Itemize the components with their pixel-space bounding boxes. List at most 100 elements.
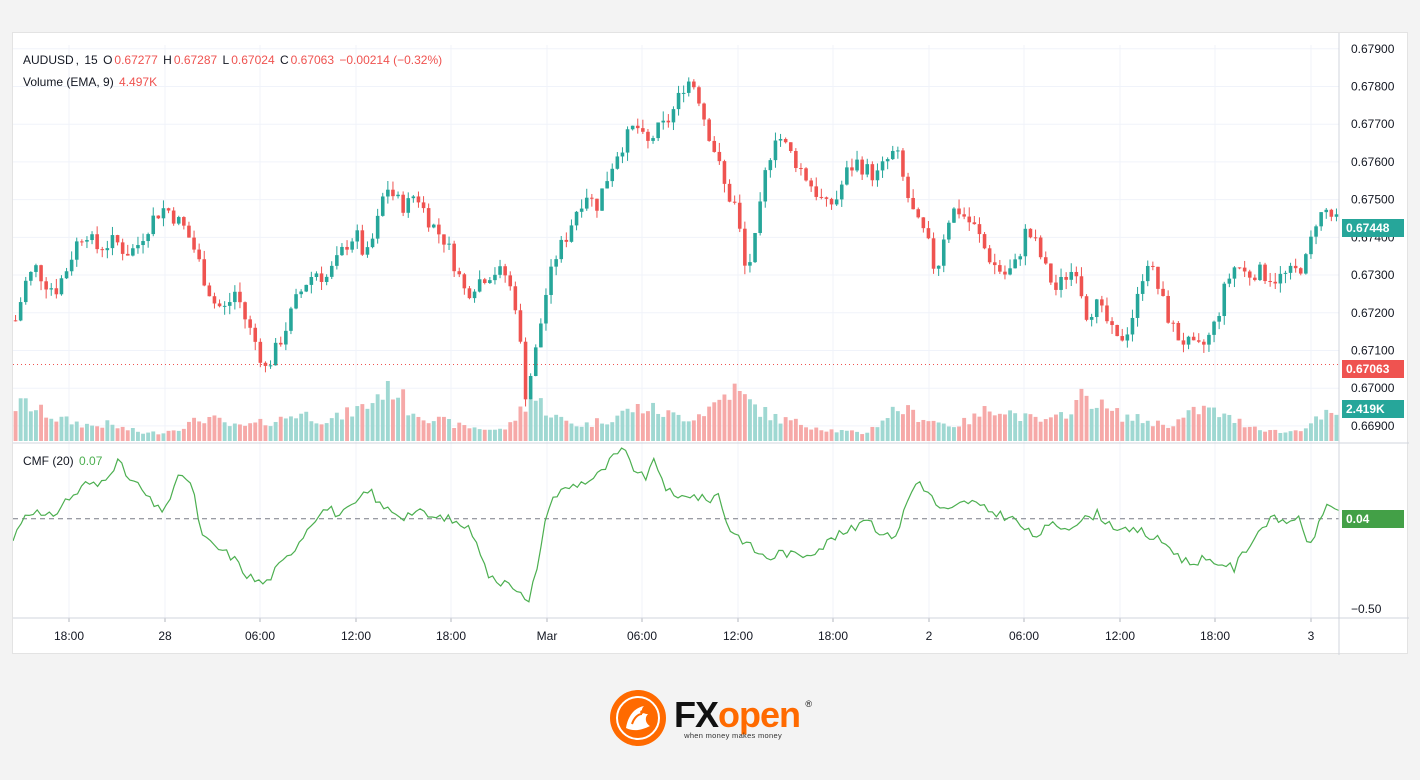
candle-body (1268, 281, 1272, 283)
candle-body (74, 241, 79, 260)
volume-bar (1303, 428, 1308, 441)
time-tick-label: 18:00 (818, 629, 848, 643)
volume-bar (207, 416, 212, 441)
volume-bar (579, 426, 584, 441)
volume-bar (860, 434, 865, 441)
volume-bar (278, 416, 283, 441)
volume-bar (1018, 421, 1023, 441)
time-tick-label: 28 (158, 629, 172, 643)
candle-body (528, 375, 533, 400)
candle-body (202, 259, 207, 286)
symbol-label[interactable]: AUDUSD (23, 53, 74, 67)
volume-bar (992, 415, 997, 441)
time-tick-label: 18:00 (54, 629, 84, 643)
volume-bar (493, 429, 497, 441)
volume-bar (232, 423, 237, 441)
interval-label[interactable]: 15 (84, 53, 98, 67)
candle-body (457, 271, 462, 275)
volume-bar (411, 413, 416, 441)
candle-body (1232, 267, 1237, 279)
candle-body (870, 164, 875, 181)
candle-body (554, 259, 558, 267)
volume-bar (1288, 431, 1293, 441)
volume-bar (916, 421, 921, 441)
volume-bar (1054, 414, 1058, 441)
volume-bar (1232, 422, 1237, 441)
volume-legend[interactable]: Volume (EMA, 9) 4.497K (23, 75, 159, 89)
cmf-legend[interactable]: CMF (20) 0.07 (23, 454, 104, 468)
candle-body (151, 215, 156, 235)
volume-bar (1008, 410, 1012, 441)
volume-bar (666, 410, 671, 441)
brand-wordmark: FXopen (674, 693, 801, 735)
brand-tagline: when money makes money (684, 730, 783, 740)
volume-bar (380, 399, 385, 441)
volume-bar (1227, 414, 1232, 441)
candle-body (875, 170, 880, 181)
candle-body (508, 275, 513, 287)
volume-bar (360, 404, 365, 441)
volume-bar (839, 430, 844, 441)
candle-body (64, 271, 69, 279)
candle-body (1207, 334, 1211, 345)
candle-body (90, 234, 94, 241)
candle-body (1094, 299, 1099, 318)
volume-bar (79, 427, 84, 441)
candle-body (931, 238, 936, 269)
candle-body (375, 215, 380, 239)
candle-body (477, 279, 482, 292)
volume-bar (1181, 417, 1186, 441)
volume-bar (1329, 412, 1334, 441)
volume-bar (1145, 420, 1150, 441)
candle-body (299, 291, 303, 295)
volume-bar (727, 399, 732, 441)
candle-body (1135, 293, 1140, 318)
candle-body (788, 142, 793, 152)
volume-bar (931, 420, 936, 441)
candle-body (732, 201, 737, 203)
candle-body (304, 284, 309, 292)
candle-body (391, 189, 395, 197)
volume-bar (222, 422, 227, 441)
candle-body (763, 170, 768, 202)
candle-body (630, 125, 635, 130)
candle-body (1105, 305, 1109, 322)
volume-bar (115, 428, 120, 441)
volume-bar (227, 426, 232, 441)
candle-body (518, 310, 523, 342)
candle-body (646, 131, 650, 141)
candle-body (401, 194, 405, 213)
candle-body (967, 216, 972, 223)
candle-body (1038, 237, 1043, 258)
candle-body (396, 194, 400, 197)
volume-bar (722, 394, 727, 441)
volume-bar (799, 424, 803, 441)
volume-bar (671, 412, 676, 441)
volume-bar (1237, 418, 1242, 441)
volume-bar (1150, 426, 1155, 441)
candle-body (380, 196, 385, 216)
candle-body (539, 323, 543, 348)
volume-bar (1094, 407, 1099, 441)
candle-body (161, 208, 166, 219)
chart-canvas[interactable]: 0.67900 0.67800 0.67700 0.67600 0.67500 0.674… (13, 33, 1409, 655)
volume-bar (1319, 419, 1324, 441)
candle-body (1314, 226, 1318, 237)
volume-bar (23, 398, 28, 441)
candle-body (100, 249, 105, 251)
volume-bar (952, 427, 956, 441)
candle-body (1293, 265, 1298, 269)
volume-bar (926, 421, 931, 441)
candle-body (146, 234, 150, 242)
candle-body (620, 152, 625, 157)
volume-bar (686, 421, 691, 441)
volume-bar (870, 426, 875, 441)
candle-body (1028, 228, 1033, 238)
volume-bar (1314, 416, 1318, 441)
volume-bar (824, 431, 829, 441)
volume-bar (982, 406, 987, 441)
candle-body (110, 235, 115, 249)
candle-body (467, 288, 472, 299)
volume-bar (1247, 426, 1252, 441)
